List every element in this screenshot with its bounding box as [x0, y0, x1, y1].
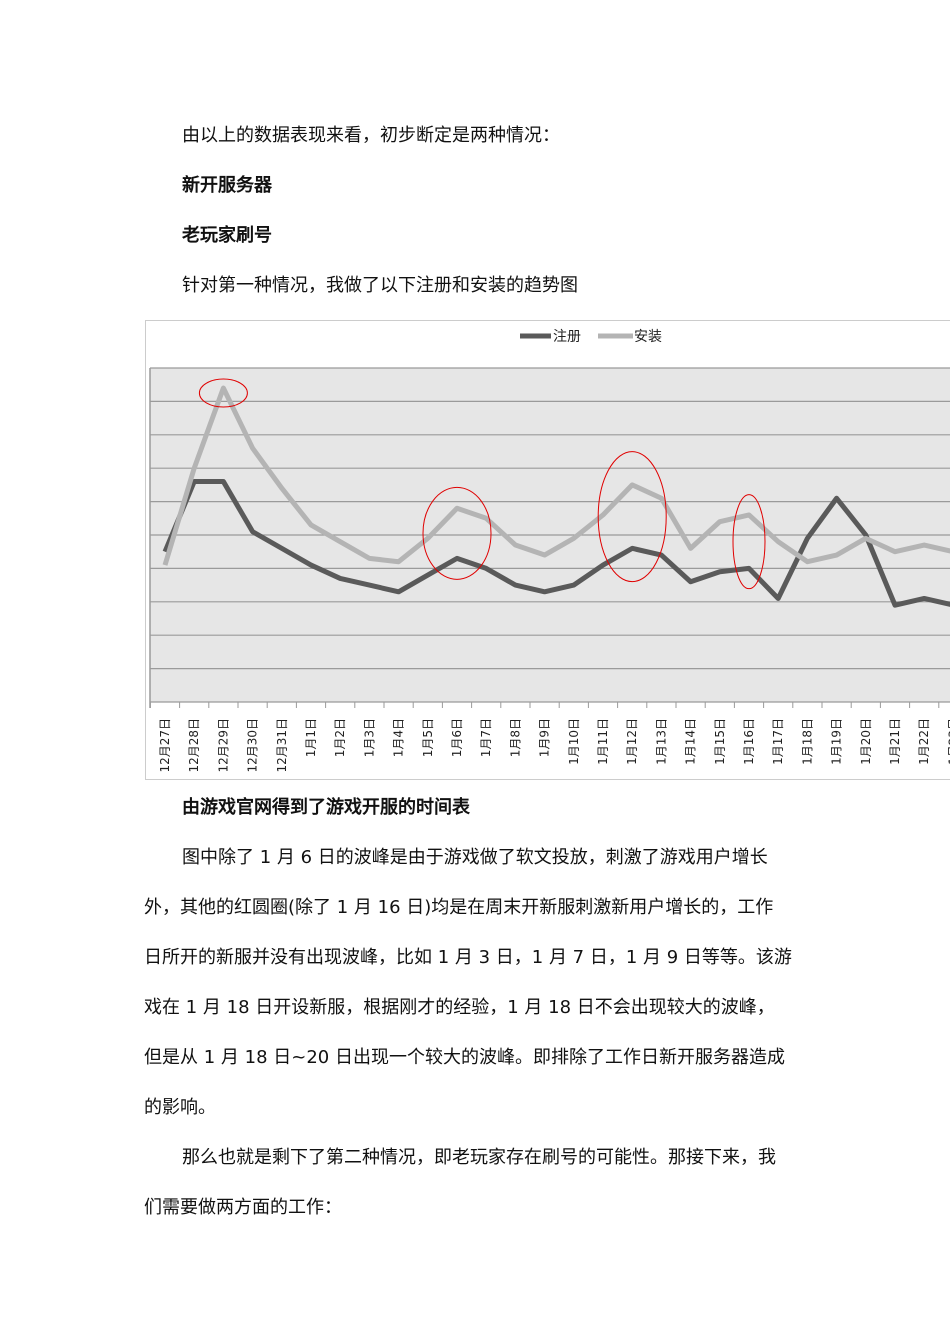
- legend: 注册 安装: [520, 329, 662, 345]
- x-tick-label: 1月3日: [362, 718, 376, 757]
- trend-chart: 注册 安装 12月27日 12月28日 12月29日 12月30日 12月31日 1月1日…: [145, 320, 950, 780]
- series-line-1: [162, 479, 950, 608]
- x-tick-label: 1月1日: [304, 718, 318, 757]
- x-tick-label: 1月15日: [713, 718, 727, 765]
- paragraph-1-line: 日所开的新服并没有出现波峰，比如 1 月 3 日，1 月 7 日，1 月 9 日…: [144, 947, 792, 968]
- x-tick-label: 1月14日: [684, 718, 698, 765]
- x-tick-label: 1月11日: [596, 718, 610, 765]
- x-tick-label: 1月23日: [946, 718, 950, 765]
- x-tick-label: 1月8日: [508, 718, 522, 757]
- x-tick-label: 1月22日: [917, 718, 931, 765]
- x-tick-label: 12月31日: [275, 718, 289, 773]
- paragraph-1-line: 但是从 1 月 18 日~20 日出现一个较大的波峰。即排除了工作日新开服务器造…: [144, 1047, 785, 1068]
- x-tick-label: 12月28日: [187, 718, 201, 773]
- chart-intro-text: 针对第一种情况，我做了以下注册和安装的趋势图: [182, 275, 578, 296]
- annotation-circle: [732, 494, 766, 590]
- x-tick-label: 1月21日: [888, 718, 902, 765]
- annotation-circle: [422, 486, 492, 580]
- x-tick-label: 12月30日: [246, 718, 260, 773]
- x-tick-label: 1月4日: [392, 718, 406, 757]
- paragraph-2-line: 们需要做两方面的工作：: [144, 1197, 342, 1218]
- intro-text: 由以上的数据表现来看，初步断定是两种情况：: [182, 125, 560, 146]
- paragraph-1-line: 戏在 1 月 18 日开设新服，根据刚才的经验，1 月 18 日不会出现较大的波…: [144, 997, 775, 1018]
- case-2-heading: 老玩家刷号: [182, 225, 272, 246]
- x-tick-label: 1月5日: [421, 718, 435, 757]
- x-tick-label: 1月18日: [800, 718, 814, 765]
- legend-label-series-2: 安装: [634, 329, 662, 345]
- x-tick-label: 1月20日: [859, 718, 873, 765]
- annotation-circle: [198, 378, 248, 408]
- x-tick-label: 1月6日: [450, 718, 464, 757]
- annotation-circle: [597, 451, 667, 583]
- legend-label-series-1: 注册: [553, 329, 581, 345]
- x-tick-label: 1月13日: [654, 718, 668, 765]
- x-tick-label: 1月19日: [830, 718, 844, 765]
- series-line-2: [162, 385, 950, 566]
- x-tick-label: 1月2日: [333, 718, 347, 757]
- x-tick-label: 1月10日: [567, 718, 581, 765]
- x-tick-label: 1月17日: [771, 718, 785, 765]
- x-tick-label: 1月16日: [742, 718, 756, 765]
- paragraph-1-line: 图中除了 1 月 6 日的波峰是由于游戏做了软文投放，刺激了游戏用户增长: [182, 847, 768, 868]
- trend-chart-svg: 注册 安装 12月27日 12月28日 12月29日 12月30日 12月31日 1月1日…: [145, 320, 950, 780]
- paragraph-1-line: 的影响。: [144, 1097, 216, 1118]
- x-tick-label: 1月7日: [479, 718, 493, 757]
- x-tick-label: 1月9日: [538, 718, 552, 757]
- x-tick-label: 1月12日: [625, 718, 639, 765]
- section-title: 由游戏官网得到了游戏开服的时间表: [182, 797, 470, 818]
- x-tick-label: 12月27日: [158, 718, 172, 773]
- x-tick-label: 12月29日: [216, 718, 230, 773]
- paragraph-2-line: 那么也就是剩下了第二种情况，即老玩家存在刷号的可能性。那接下来，我: [182, 1147, 776, 1168]
- paragraph-1-line: 外，其他的红圆圈(除了 1 月 16 日)均是在周末开新服刺激新用户增长的，工作: [144, 897, 774, 918]
- case-1-heading: 新开服务器: [182, 175, 272, 196]
